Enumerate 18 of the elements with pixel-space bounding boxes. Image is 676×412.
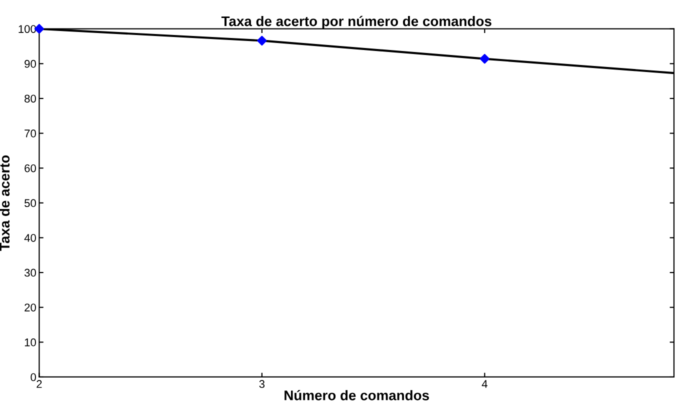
y-tick-label: 100 [18,25,36,33]
y-tick-label: 90 [24,60,36,68]
y-tick-label: 0 [30,373,36,382]
y-tick-label: 60 [24,164,36,172]
y-tick-label: 10 [24,338,36,346]
point [257,36,267,46]
y-tick-label: 40 [24,234,36,242]
x-tick-label: 4 [482,380,488,388]
x-axis-title: Número de comandos [284,390,429,400]
point [480,54,490,64]
y-tick-label: 80 [24,94,36,103]
x-tick-label: 2 [36,380,42,388]
y-tick-label: 70 [24,130,36,138]
y-tick-label: 30 [24,268,36,277]
x-tick-label: 3 [259,380,265,388]
chart-title: Taxa de acerto por número de comandos [221,16,492,29]
y-tick-label: 50 [24,199,36,208]
y-tick-label: 20 [24,304,36,312]
